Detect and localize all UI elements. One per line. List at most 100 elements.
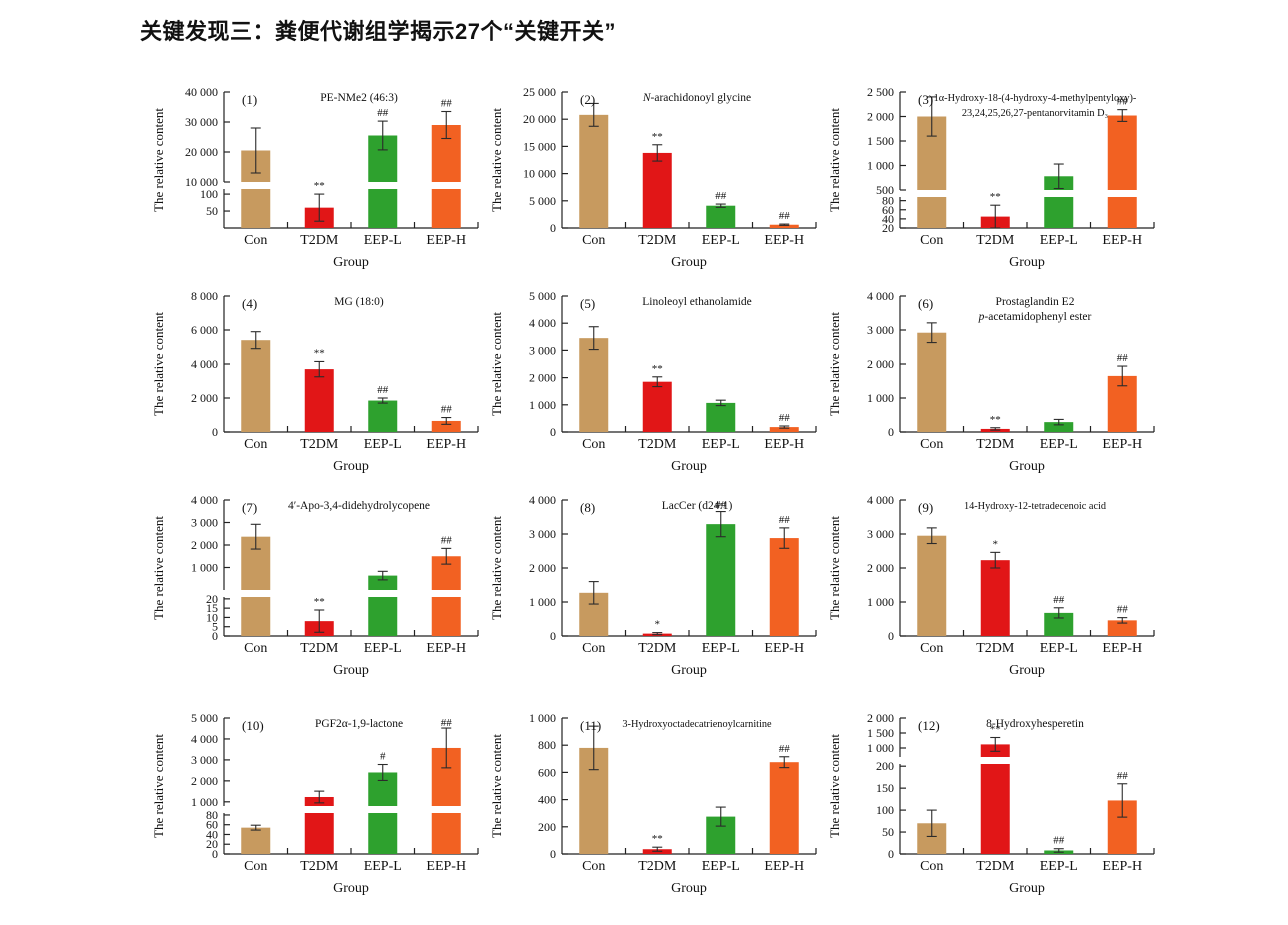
y-tick-label: 2 000 [867,711,894,725]
x-axis-label: Group [671,881,707,896]
y-tick-label: 2 000 [529,371,556,385]
sig-marker-EEP-L: ## [715,190,727,202]
y-tick-label: 40 [882,212,894,226]
y-axis-label: The relative content [151,108,166,212]
y-tick-label: 20 000 [523,112,556,126]
x-category-label: EEP-H [426,859,466,874]
x-category-label: EEP-L [702,437,740,452]
x-category-label: EEP-L [702,233,740,248]
y-tick-label: 60 [206,818,218,832]
bar-Con-lower [917,197,947,228]
x-category-label: Con [582,641,605,656]
y-tick-label: 5 000 [191,711,218,725]
y-tick-label: 1 000 [867,159,894,173]
bar-EEP-L [368,575,398,590]
y-tick-label: 3 000 [529,343,556,357]
x-category-label: EEP-H [426,641,466,656]
subplot-index: (6) [918,296,933,311]
x-category-label: EEP-H [1102,233,1142,248]
sig-marker-T2DM: ** [652,833,663,845]
y-tick-label: 3 000 [529,527,556,541]
sig-marker-T2DM: ** [652,131,663,143]
subplot-index: (12) [918,718,940,733]
svg-tspan: N [642,92,652,104]
subplot-title: LacCer (d24:1) [662,500,733,512]
x-category-label: EEP-L [702,859,740,874]
bar-EEP-L [706,402,736,432]
subplot-title: p-acetamidophenyl ester [978,311,1092,323]
sig-marker-T2DM: ** [990,414,1001,426]
x-axis-label: Group [333,255,369,270]
y-tick-label: 10 000 [185,175,218,189]
svg-tspan: -arachidonoyl glycine [651,92,752,104]
y-tick-label: 1 000 [529,398,556,412]
sig-marker-EEP-L: # [380,751,386,763]
subplot-title: 3-Hydroxyoctadecatrienoylcarnitine [622,719,772,730]
y-tick-label: 4 000 [529,493,556,507]
sig-marker-EEP-H: ## [441,404,453,416]
x-axis-label: Group [333,881,369,896]
x-axis-label: Group [671,663,707,678]
bar-EEP-H-lower [431,813,461,854]
y-tick-label: 2 500 [867,85,894,99]
x-category-label: T2DM [976,859,1015,874]
y-tick-label: 2 000 [867,561,894,575]
y-tick-label: 2 000 [529,561,556,575]
subplot-title: MG (18:0) [334,296,384,308]
x-category-label: Con [920,233,943,248]
x-category-label: EEP-H [426,437,466,452]
bar-T2DM [304,369,334,432]
x-category-label: EEP-L [1040,641,1078,656]
subplot-index: (4) [242,296,257,311]
x-category-label: EEP-L [364,641,402,656]
x-category-label: EEP-L [1040,437,1078,452]
y-tick-label: 15 000 [523,139,556,153]
sig-marker-T2DM: ** [652,363,663,375]
x-category-label: EEP-L [702,641,740,656]
bar-Con-lower [241,189,271,228]
svg-tspan: p [978,311,985,323]
sig-marker-EEP-H: ## [779,514,791,526]
subplot-index: (10) [242,718,264,733]
chart-cell-12: 1 000 1 500 2 000 0 50 100 150 200 Con ** T2DM ## EE… [824,706,1162,916]
y-tick-label: 40 000 [185,85,218,99]
y-tick-label: 200 [876,759,894,773]
bar-T2DM-lower [980,764,1010,854]
chart-cell-5: 0 1 000 2 000 3 000 4 000 5 000 Con ** T2DM EEP-L… [486,284,824,488]
y-tick-label: 600 [538,765,556,779]
bar-EEP-L [368,400,398,432]
y-tick-label: 0 [550,221,556,235]
x-category-label: T2DM [638,641,677,656]
page-title: 关键发现三：粪便代谢组学揭示27个“关键开关” [140,19,616,44]
x-category-label: T2DM [300,641,339,656]
x-category-label: EEP-H [764,641,804,656]
subplot-title: N-arachidonoyl glycine [642,92,751,104]
chart-cell-9: 0 1 000 2 000 3 000 4 000 Con * T2DM ## EEP-L ## EE… [824,488,1162,706]
y-tick-label: 0 [212,425,218,439]
y-tick-label: 2 000 [191,538,218,552]
chart-2: 0 5 000 10 000 15 000 20 000 25 000 Con ** T2DM #… [489,85,817,270]
x-category-label: Con [244,233,267,248]
x-category-label: T2DM [976,641,1015,656]
x-category-label: EEP-H [1102,859,1142,874]
y-tick-label: 400 [538,793,556,807]
y-tick-label: 100 [200,187,218,201]
sig-marker-EEP-H: ## [1117,604,1129,616]
bar-EEP-H [1107,620,1137,636]
x-category-label: T2DM [638,859,677,874]
sig-marker-EEP-H: ## [441,534,453,546]
y-tick-label: 8 000 [191,289,218,303]
x-category-label: T2DM [638,437,677,452]
y-tick-label: 0 [550,629,556,643]
chart-cell-10: 1 000 2 000 3 000 4 000 5 000 0 20 40 60 80 Con T2D… [148,706,486,916]
bar-EEP-H [431,420,461,432]
bar-Con [917,332,947,432]
y-tick-label: 1 500 [867,134,894,148]
bar-Con [579,114,609,228]
y-tick-label: 2 000 [867,110,894,124]
x-category-label: Con [244,641,267,656]
x-category-label: T2DM [976,437,1015,452]
x-axis-label: Group [1009,881,1045,896]
x-category-label: EEP-L [1040,233,1078,248]
